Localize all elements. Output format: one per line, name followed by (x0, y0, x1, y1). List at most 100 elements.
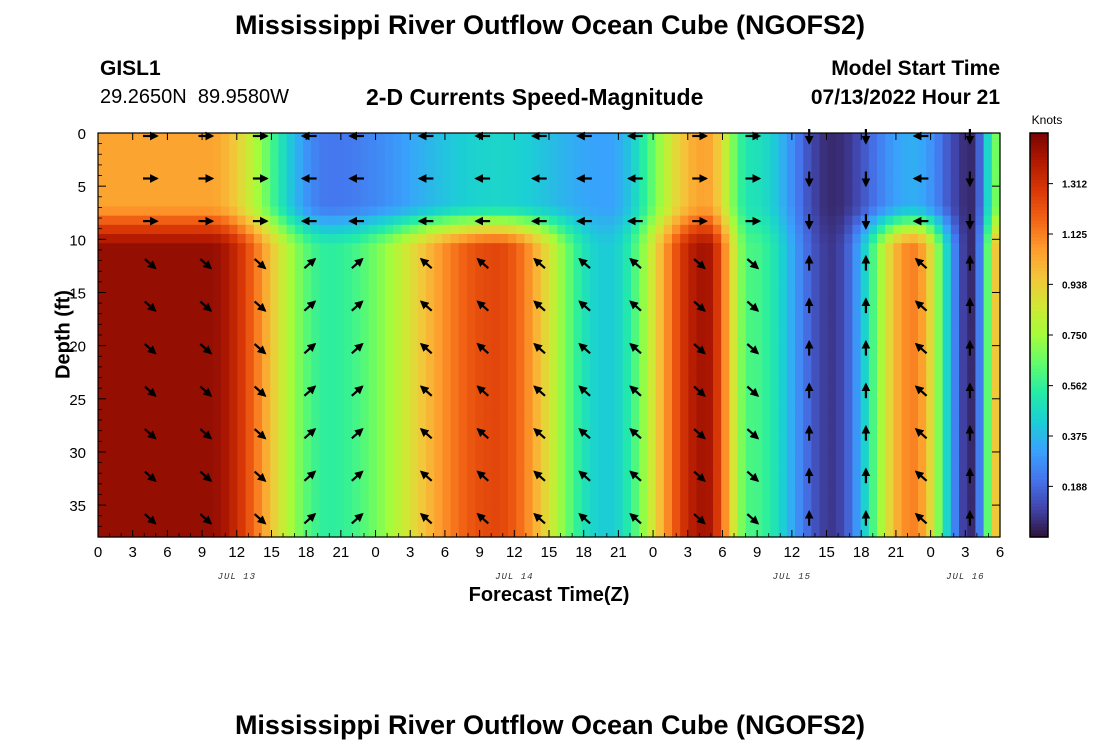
heatmap-cell (212, 445, 222, 455)
heatmap-cell (614, 344, 624, 354)
heatmap-cell (942, 362, 952, 373)
heatmap-cell (409, 224, 419, 235)
current-arrow (253, 258, 267, 270)
heatmap-cell (204, 500, 214, 511)
heatmap-cell (565, 454, 575, 465)
heatmap-cell (819, 344, 829, 354)
heatmap-cell (598, 380, 607, 391)
heatmap-cell (204, 325, 214, 336)
heatmap-cell (721, 298, 730, 309)
heatmap-cell (598, 399, 607, 410)
heatmap-cell (672, 491, 681, 501)
heatmap-cell (417, 527, 427, 538)
heatmap-cell (844, 224, 853, 235)
heatmap-cell (991, 509, 1001, 520)
heatmap-cell (491, 390, 501, 400)
heatmap-cell (483, 335, 493, 345)
heatmap-cell (786, 417, 796, 428)
heatmap-cell (171, 252, 181, 263)
heatmap-cell (245, 380, 255, 391)
heatmap-cell (680, 509, 689, 520)
heatmap-cell (360, 224, 370, 235)
heatmap-cell (139, 527, 148, 538)
heatmap-cell (540, 500, 550, 511)
heatmap-cell (598, 335, 607, 345)
heatmap-cell (508, 481, 517, 492)
heatmap-cell (901, 279, 911, 290)
heatmap-cell (180, 142, 189, 152)
heatmap-cell (647, 307, 657, 318)
heatmap-cell (467, 142, 476, 152)
heatmap-cell (475, 178, 484, 189)
heatmap-cell (926, 463, 935, 474)
heatmap-cell (467, 518, 476, 529)
heatmap-cell (836, 307, 845, 318)
heatmap-cell (376, 224, 386, 235)
heatmap-cell (803, 335, 812, 345)
heatmap-cell (401, 178, 411, 189)
heatmap-cell (417, 463, 427, 474)
heatmap-cell (163, 463, 173, 474)
heatmap-cell (696, 178, 706, 189)
heatmap-cell (467, 224, 476, 235)
heatmap-cell (852, 527, 862, 538)
heatmap-cell (171, 243, 181, 253)
heatmap-cell (704, 527, 714, 538)
heatmap-cell (704, 252, 714, 263)
heatmap-cell (557, 215, 566, 226)
heatmap-cell (885, 224, 894, 235)
heatmap-cell (196, 289, 206, 299)
heatmap-cell (909, 224, 919, 235)
heatmap-cell (696, 270, 706, 281)
heatmap-cell (795, 325, 804, 336)
heatmap-cell (311, 500, 320, 511)
heatmap-cell (778, 261, 788, 272)
heatmap-cell (319, 472, 329, 483)
heatmap-cell (942, 206, 952, 217)
heatmap-cell (581, 390, 591, 400)
heatmap-cell (803, 417, 812, 428)
heatmap-cell (713, 206, 722, 217)
heatmap-cell (696, 362, 706, 373)
heatmap-cell (573, 261, 583, 272)
heatmap-cell (819, 380, 829, 391)
heatmap-cell (606, 518, 616, 529)
heatmap-cell (565, 252, 575, 263)
heatmap-cell (983, 399, 993, 410)
heatmap-cell (754, 197, 763, 208)
heatmap-cell (770, 151, 780, 162)
heatmap-cell (885, 500, 894, 511)
heatmap-cell (467, 463, 476, 474)
heatmap-cell (540, 142, 550, 152)
heatmap-cell (335, 353, 345, 364)
heatmap-cell (508, 316, 517, 327)
heatmap-cell (237, 463, 247, 474)
heatmap-cell (303, 445, 312, 455)
heatmap-cell (573, 234, 583, 244)
heatmap-cell (909, 316, 919, 327)
heatmap-cell (237, 234, 247, 244)
heatmap-cell (581, 178, 591, 189)
heatmap-cell (294, 206, 304, 217)
heatmap-cell (606, 261, 616, 272)
heatmap-cell (253, 399, 263, 410)
heatmap-cell (811, 289, 821, 299)
heatmap-cell (688, 289, 698, 299)
heatmap-cell (270, 518, 279, 529)
heatmap-cell (237, 426, 247, 437)
heatmap-cell (590, 133, 599, 143)
heatmap-cell (475, 142, 484, 152)
heatmap-cell (909, 197, 919, 208)
heatmap-cell (893, 316, 903, 327)
heatmap-cell (549, 472, 558, 483)
heatmap-cell (401, 206, 411, 217)
heatmap-cell (171, 491, 181, 501)
heatmap-cell (385, 408, 394, 419)
heatmap-cell (950, 463, 960, 474)
heatmap-cell (335, 316, 345, 327)
heatmap-cell (672, 224, 681, 235)
heatmap-cell (860, 289, 870, 299)
heatmap-cell (327, 500, 337, 511)
heatmap-cell (754, 454, 763, 465)
heatmap-cell (811, 481, 821, 492)
